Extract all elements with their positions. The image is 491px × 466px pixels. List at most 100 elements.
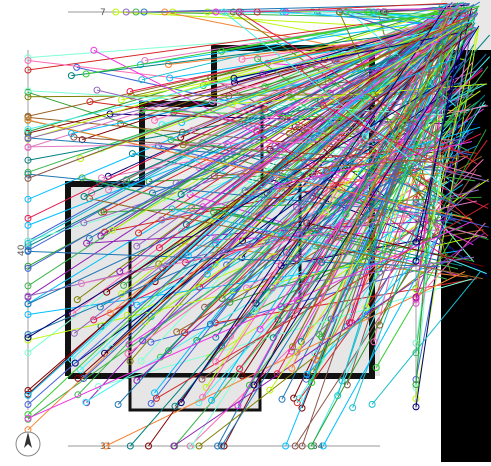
match-line <box>292 19 459 348</box>
keypoint-marker <box>282 249 290 256</box>
keypoint-marker <box>188 442 196 450</box>
keypoint-marker <box>172 179 180 187</box>
keypoint-marker <box>24 334 32 342</box>
keypoint-marker <box>368 400 376 408</box>
match-line <box>315 22 445 360</box>
keypoint-marker <box>184 252 192 260</box>
match-line <box>345 26 465 215</box>
keypoint-marker <box>308 379 316 387</box>
match-line <box>27 6 457 287</box>
keypoint-marker <box>319 101 327 109</box>
match-line <box>215 4 449 363</box>
match-line <box>322 104 457 174</box>
keypoint-marker <box>281 158 289 166</box>
match-line <box>83 27 465 379</box>
keypoint-marker <box>273 181 281 189</box>
keypoint-marker <box>235 8 243 16</box>
keypoint-marker <box>412 257 420 265</box>
match-line <box>141 4 448 81</box>
match-line <box>71 25 469 77</box>
keypoint-marker <box>279 8 287 16</box>
keypoint-marker <box>24 391 32 399</box>
match-line <box>86 6 471 75</box>
match-line <box>290 96 455 204</box>
keypoint-marker <box>24 112 32 120</box>
keypoint-marker <box>302 375 310 383</box>
keypoint-marker <box>24 292 32 300</box>
keypoint-marker <box>199 203 207 211</box>
keypoint-marker <box>70 133 78 141</box>
keypoint-marker <box>206 320 214 328</box>
match-line <box>27 250 441 268</box>
match-line <box>198 253 448 447</box>
keypoint-marker <box>188 204 196 212</box>
match-line <box>366 128 471 316</box>
match-line <box>27 15 441 395</box>
keypoint-marker <box>218 442 226 450</box>
keypoint-marker <box>210 172 218 180</box>
match-line <box>415 29 463 262</box>
match-line <box>27 21 442 396</box>
keypoint-marker <box>24 66 32 74</box>
keypoint-marker <box>288 364 296 372</box>
match-line <box>415 11 446 385</box>
keypoint-marker <box>112 8 120 16</box>
keypoint-marker <box>177 399 185 407</box>
keypoint-marker <box>368 258 376 266</box>
match-line <box>272 256 475 289</box>
keypoint-marker <box>69 310 77 318</box>
keypoint-marker <box>114 401 122 408</box>
keypoint-marker <box>285 129 293 137</box>
keypoint-marker <box>226 298 234 306</box>
keypoint-marker <box>220 442 228 450</box>
keypoint-marker <box>24 195 32 203</box>
keypoint-marker <box>307 442 315 450</box>
keypoint-marker <box>243 284 250 292</box>
keypoint-marker <box>212 240 220 248</box>
keypoint-marker <box>124 350 132 357</box>
keypoint-marker <box>108 226 116 234</box>
keypoint-marker <box>24 135 32 143</box>
keypoint-marker <box>137 357 145 365</box>
keypoint-marker <box>24 401 32 408</box>
keypoint-marker <box>220 8 228 16</box>
keypoint-marker <box>195 442 203 450</box>
keypoint-marker <box>278 395 286 403</box>
keypoint-marker <box>24 143 32 151</box>
keypoint-marker <box>412 381 420 388</box>
keypoint-marker <box>179 141 187 149</box>
keypoint-marker <box>24 87 32 95</box>
keypoint-marker <box>135 229 142 237</box>
keypoint-marker <box>70 329 78 337</box>
keypoint-marker <box>238 55 246 63</box>
keypoint-marker <box>77 155 85 163</box>
match-line <box>221 44 475 447</box>
keypoint-marker <box>24 311 32 318</box>
match-line <box>27 22 447 415</box>
keypoint-marker <box>318 259 326 266</box>
match-line <box>171 208 449 273</box>
keypoint-marker <box>82 70 90 78</box>
keypoint-marker <box>303 219 311 227</box>
match-line <box>415 196 454 298</box>
keypoint-marker <box>412 395 420 403</box>
match-line <box>182 17 470 146</box>
keypoint-marker <box>24 264 32 272</box>
keypoint-marker <box>147 400 155 407</box>
keypoint-marker <box>268 284 276 292</box>
keypoint-marker <box>343 381 351 389</box>
keypoint-marker <box>24 214 32 222</box>
match-line <box>77 23 473 379</box>
match-line <box>415 155 444 344</box>
keypoint-marker <box>295 395 303 403</box>
keypoint-marker <box>253 8 261 16</box>
keypoint-marker <box>133 301 141 309</box>
keypoint-marker <box>133 242 141 250</box>
keypoint-marker <box>120 281 128 289</box>
match-line <box>259 80 448 330</box>
match-line <box>106 29 475 293</box>
keypoint-marker <box>116 268 124 275</box>
match-line <box>229 226 463 303</box>
keypoint-marker <box>251 307 259 315</box>
keypoint-marker <box>170 442 178 450</box>
